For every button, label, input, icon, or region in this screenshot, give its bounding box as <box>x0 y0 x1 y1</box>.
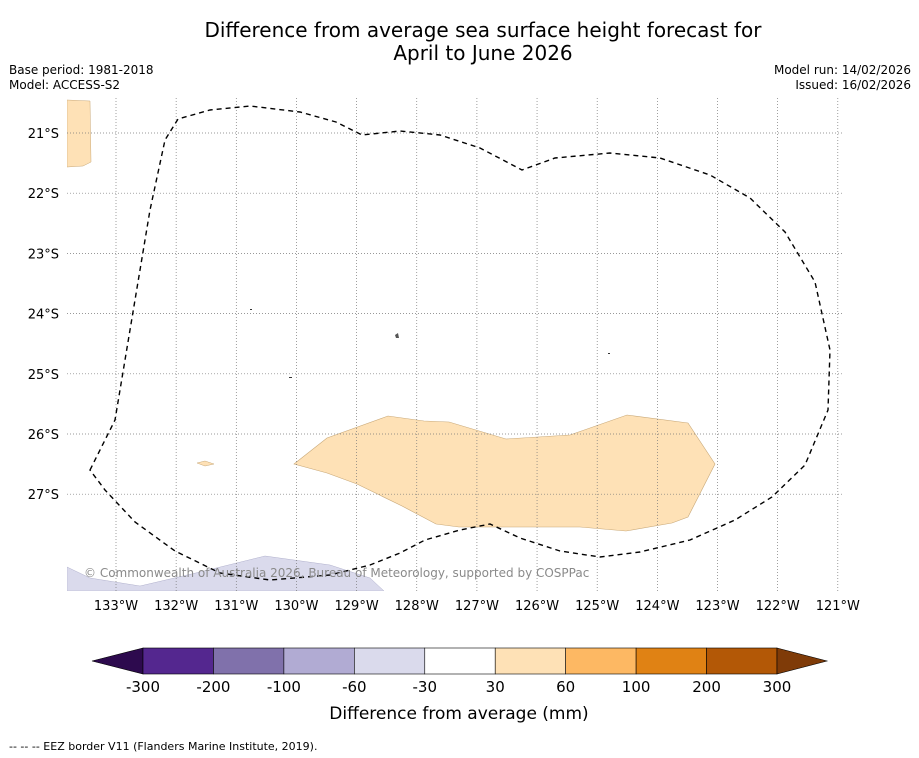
colorbar-tick-label: -300 <box>126 678 160 696</box>
issued-date: Issued: 16/02/2026 <box>795 78 911 92</box>
positive-anomaly-patch-small <box>196 460 215 467</box>
longitude-labels: 133°W 132°W 131°W 130°W 129°W 128°W 127°W 126°W… <box>94 599 860 614</box>
lat-label: 27°S <box>28 488 59 503</box>
copyright-text: © Commonwealth of Australia 2026, Bureau… <box>84 566 589 580</box>
title-line-1: Difference from average sea surface heig… <box>204 18 762 42</box>
lon-label: 124°W <box>635 599 679 614</box>
colorbar-tick-label: 30 <box>486 678 505 696</box>
lon-label: 125°W <box>575 599 619 614</box>
island-marker-1 <box>395 333 399 338</box>
colorbar-tick-label: 200 <box>692 678 721 696</box>
colorbar-segment <box>424 647 496 675</box>
colorbar: -300 -200 -100 -60 -30 30 60 100 200 300 <box>91 647 829 696</box>
colorbar-segment <box>283 647 355 675</box>
colorbar-tick-label: 100 <box>622 678 651 696</box>
lon-label: 130°W <box>274 599 318 614</box>
colorbar-tick-label: -30 <box>413 678 438 696</box>
colorbar-segment <box>213 647 285 675</box>
colorbar-segment <box>494 647 566 675</box>
lon-label: 131°W <box>214 599 258 614</box>
colorbar-segment <box>706 647 778 675</box>
positive-anomaly-patch-northwest <box>67 99 92 168</box>
model-run: Model run: 14/02/2026 <box>773 63 911 77</box>
colorbar-tick-label: 300 <box>763 678 792 696</box>
lon-label: 132°W <box>154 599 198 614</box>
lon-label: 122°W <box>756 599 800 614</box>
base-period: Base period: 1981-2018 <box>9 63 154 77</box>
lon-label: 129°W <box>335 599 379 614</box>
colorbar-extend-high <box>776 647 829 675</box>
positive-anomaly-patch-main <box>293 414 716 532</box>
colorbar-segment <box>142 647 214 675</box>
colorbar-segment <box>635 647 707 675</box>
eez-footnote: -- -- -- EEZ border V11 (Flanders Marine… <box>9 740 318 753</box>
island-marker-3 <box>289 377 292 378</box>
negative-anomaly-patch-south <box>67 555 385 591</box>
lon-label: 126°W <box>515 599 559 614</box>
lat-label: 25°S <box>28 368 59 383</box>
colorbar-segment <box>354 647 426 675</box>
lat-label: 21°S <box>28 127 59 142</box>
lat-label: 26°S <box>28 428 59 443</box>
lat-label: 24°S <box>28 308 59 323</box>
gridlines <box>67 98 842 591</box>
colorbar-extend-low <box>91 647 144 675</box>
lon-label: 128°W <box>395 599 439 614</box>
map-title: Difference from average sea surface heig… <box>0 19 919 65</box>
meta-left: Base period: 1981-2018 Model: ACCESS-S2 <box>9 63 154 93</box>
island-marker-4 <box>608 353 610 354</box>
title-line-2: April to June 2026 <box>393 41 573 65</box>
island-marker-2 <box>250 309 252 310</box>
colorbar-tick-label: 60 <box>556 678 575 696</box>
colorbar-tick-label: -60 <box>342 678 367 696</box>
lon-label: 123°W <box>695 599 739 614</box>
latitude-labels: 21°S 22°S 23°S 24°S 25°S 26°S 27°S <box>28 127 59 503</box>
lat-label: 22°S <box>28 187 59 202</box>
lat-label: 23°S <box>28 247 59 262</box>
colorbar-tick-label: -100 <box>267 678 301 696</box>
colorbar-tick-label: -200 <box>196 678 230 696</box>
model-name: Model: ACCESS-S2 <box>9 78 121 92</box>
lon-label: 121°W <box>816 599 860 614</box>
colorbar-label: Difference from average (mm) <box>329 704 588 724</box>
meta-right: Model run: 14/02/2026 Issued: 16/02/2026 <box>774 63 911 93</box>
lon-label: 133°W <box>94 599 138 614</box>
colorbar-segment <box>565 647 637 675</box>
anomaly-shading <box>67 99 716 591</box>
lon-label: 127°W <box>455 599 499 614</box>
